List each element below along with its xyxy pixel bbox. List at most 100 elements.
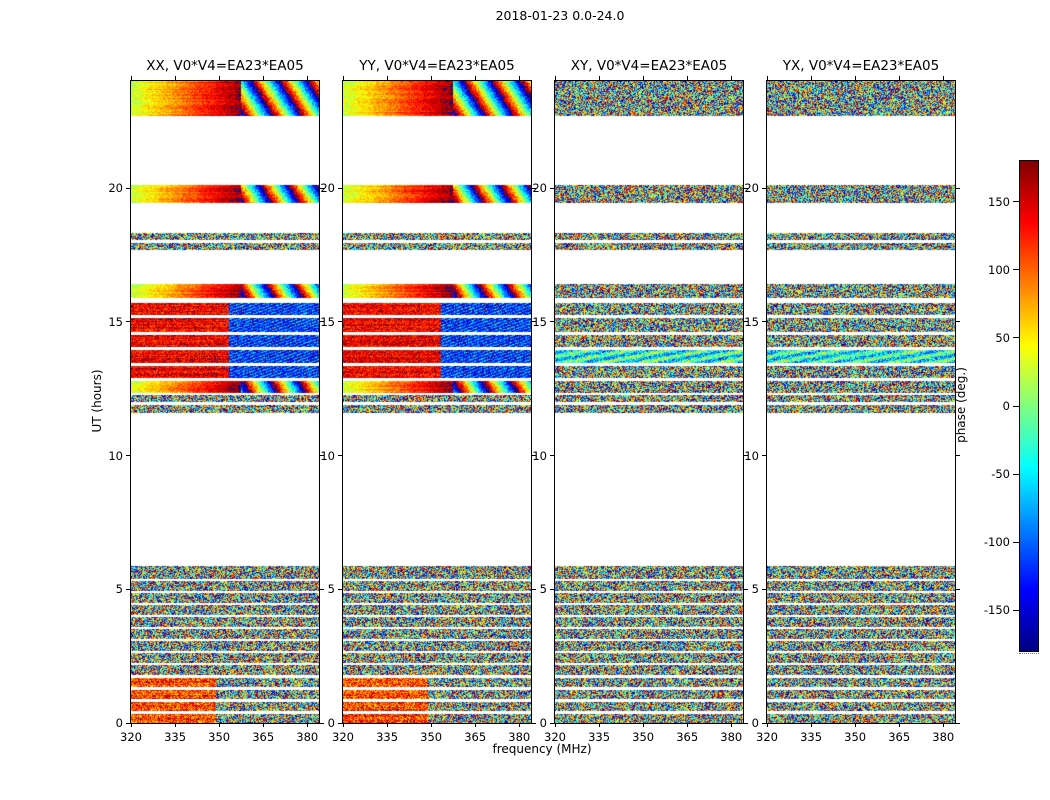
x-tick-mark	[518, 76, 520, 80]
x-tick-label: 320	[544, 730, 566, 744]
x-tick-mark	[342, 723, 344, 727]
colorbar-tick-mark	[1013, 269, 1019, 271]
y-tick-label: 0	[115, 716, 123, 730]
x-tick-mark	[130, 723, 132, 727]
figure-title: 2018-01-23 0.0-24.0	[495, 8, 625, 23]
colorbar-tick-mark	[1013, 541, 1019, 543]
y-tick-label: 20	[744, 181, 759, 195]
y-tick-mark	[126, 588, 130, 590]
y-tick-mark	[956, 455, 960, 456]
x-tick-mark	[942, 723, 944, 727]
x-axis-label: frequency (MHz)	[492, 742, 592, 756]
panel-title-yy: YY, V0*V4=EA23*EA05	[359, 58, 515, 74]
x-tick-label: 350	[208, 730, 231, 744]
x-tick-mark	[474, 723, 476, 727]
y-tick-mark	[126, 321, 130, 323]
y-tick-mark	[338, 321, 342, 323]
x-tick-mark	[174, 723, 176, 727]
x-tick-mark	[342, 76, 344, 80]
y-tick-label: 15	[320, 314, 335, 329]
y-tick-mark	[320, 187, 324, 189]
x-tick-label: 380	[296, 730, 319, 744]
x-tick-label: 350	[844, 730, 867, 744]
x-tick-label: 335	[800, 730, 823, 744]
x-tick-label: 365	[888, 730, 911, 744]
y-tick-mark	[338, 455, 342, 456]
y-tick-mark	[126, 455, 130, 456]
x-tick-mark	[942, 76, 944, 80]
y-axis-label: UT (hours)	[90, 369, 104, 433]
x-tick-mark	[898, 76, 900, 80]
x-tick-mark	[306, 723, 308, 727]
y-tick-mark	[744, 722, 748, 724]
y-tick-mark	[956, 187, 960, 189]
y-tick-label: 15	[744, 314, 759, 329]
colorbar-tick-mark	[1013, 405, 1019, 407]
x-tick-mark	[898, 723, 900, 727]
y-tick-mark	[550, 455, 554, 456]
y-tick-mark	[762, 187, 766, 189]
x-tick-mark	[130, 76, 132, 80]
x-tick-mark	[598, 723, 600, 727]
x-tick-mark	[854, 723, 856, 727]
x-tick-mark	[810, 723, 812, 727]
y-tick-label: 10	[320, 448, 335, 463]
x-tick-label: 365	[676, 730, 699, 744]
panel-title-xx: XX, V0*V4=EA23*EA05	[146, 58, 304, 74]
y-tick-mark	[126, 187, 130, 189]
colorbar-tick-label: 0	[1002, 399, 1010, 413]
y-tick-mark	[338, 722, 342, 724]
heatmap-canvas-yy	[343, 81, 531, 723]
x-tick-label: 320	[756, 730, 778, 744]
x-tick-mark	[218, 723, 220, 727]
colorbar-tick-mark	[1013, 473, 1019, 475]
x-tick-mark	[430, 76, 432, 80]
x-tick-mark	[854, 76, 856, 80]
y-tick-mark	[956, 321, 960, 323]
y-tick-mark	[550, 722, 554, 724]
panel-yx: YX, V0*V4=EA23*EA05 320 335 350 365 380 0 5 10 1…	[744, 58, 960, 744]
x-tick-mark	[518, 723, 520, 727]
x-tick-mark	[686, 76, 688, 80]
y-tick-mark	[532, 187, 536, 189]
y-tick-mark	[320, 722, 324, 724]
y-tick-label: 0	[751, 716, 759, 730]
x-tick-mark	[174, 76, 176, 80]
y-tick-label: 5	[751, 582, 759, 597]
panel-yy: YY, V0*V4=EA23*EA05 320 335 350 365 380 0 5 10 1…	[320, 58, 536, 744]
panel-xy: XY, V0*V4=EA23*EA05 320 335 350 365 380 0 5 10 1…	[532, 58, 748, 744]
y-tick-mark	[956, 588, 960, 590]
y-tick-mark	[762, 588, 766, 590]
x-tick-mark	[386, 723, 388, 727]
x-tick-label: 380	[932, 730, 955, 744]
y-tick-label: 10	[744, 448, 759, 463]
y-tick-mark	[532, 722, 536, 724]
y-tick-mark	[532, 455, 536, 456]
colorbar-tick-mark	[1013, 609, 1019, 611]
colorbar-tick-mark	[1013, 337, 1019, 339]
y-tick-label: 5	[539, 582, 547, 597]
colorbar-extension-dots	[1019, 653, 1039, 654]
y-tick-label: 10	[108, 448, 123, 463]
x-tick-label: 320	[120, 730, 142, 744]
x-tick-mark	[218, 76, 220, 80]
x-tick-mark	[474, 76, 476, 80]
x-tick-label: 380	[508, 730, 531, 744]
x-tick-mark	[642, 723, 644, 727]
x-tick-mark	[262, 723, 264, 727]
x-tick-mark	[306, 76, 308, 80]
y-tick-mark	[550, 187, 554, 189]
panel-title-xy: XY, V0*V4=EA23*EA05	[570, 58, 728, 74]
colorbar: 150 100 50 0 -50 -100 -150	[984, 160, 1039, 652]
x-tick-mark	[386, 76, 388, 80]
y-tick-label: 0	[327, 716, 335, 730]
colorbar-tick-label: 150	[988, 194, 1010, 209]
x-tick-label: 350	[632, 730, 655, 744]
y-tick-label: 5	[327, 582, 335, 597]
colorbar-label: phase (deg.)	[954, 367, 968, 443]
x-tick-label: 335	[588, 730, 611, 744]
colorbar-tick-label: -50	[991, 467, 1010, 482]
y-tick-mark	[956, 722, 960, 724]
x-tick-label: 365	[252, 730, 275, 744]
